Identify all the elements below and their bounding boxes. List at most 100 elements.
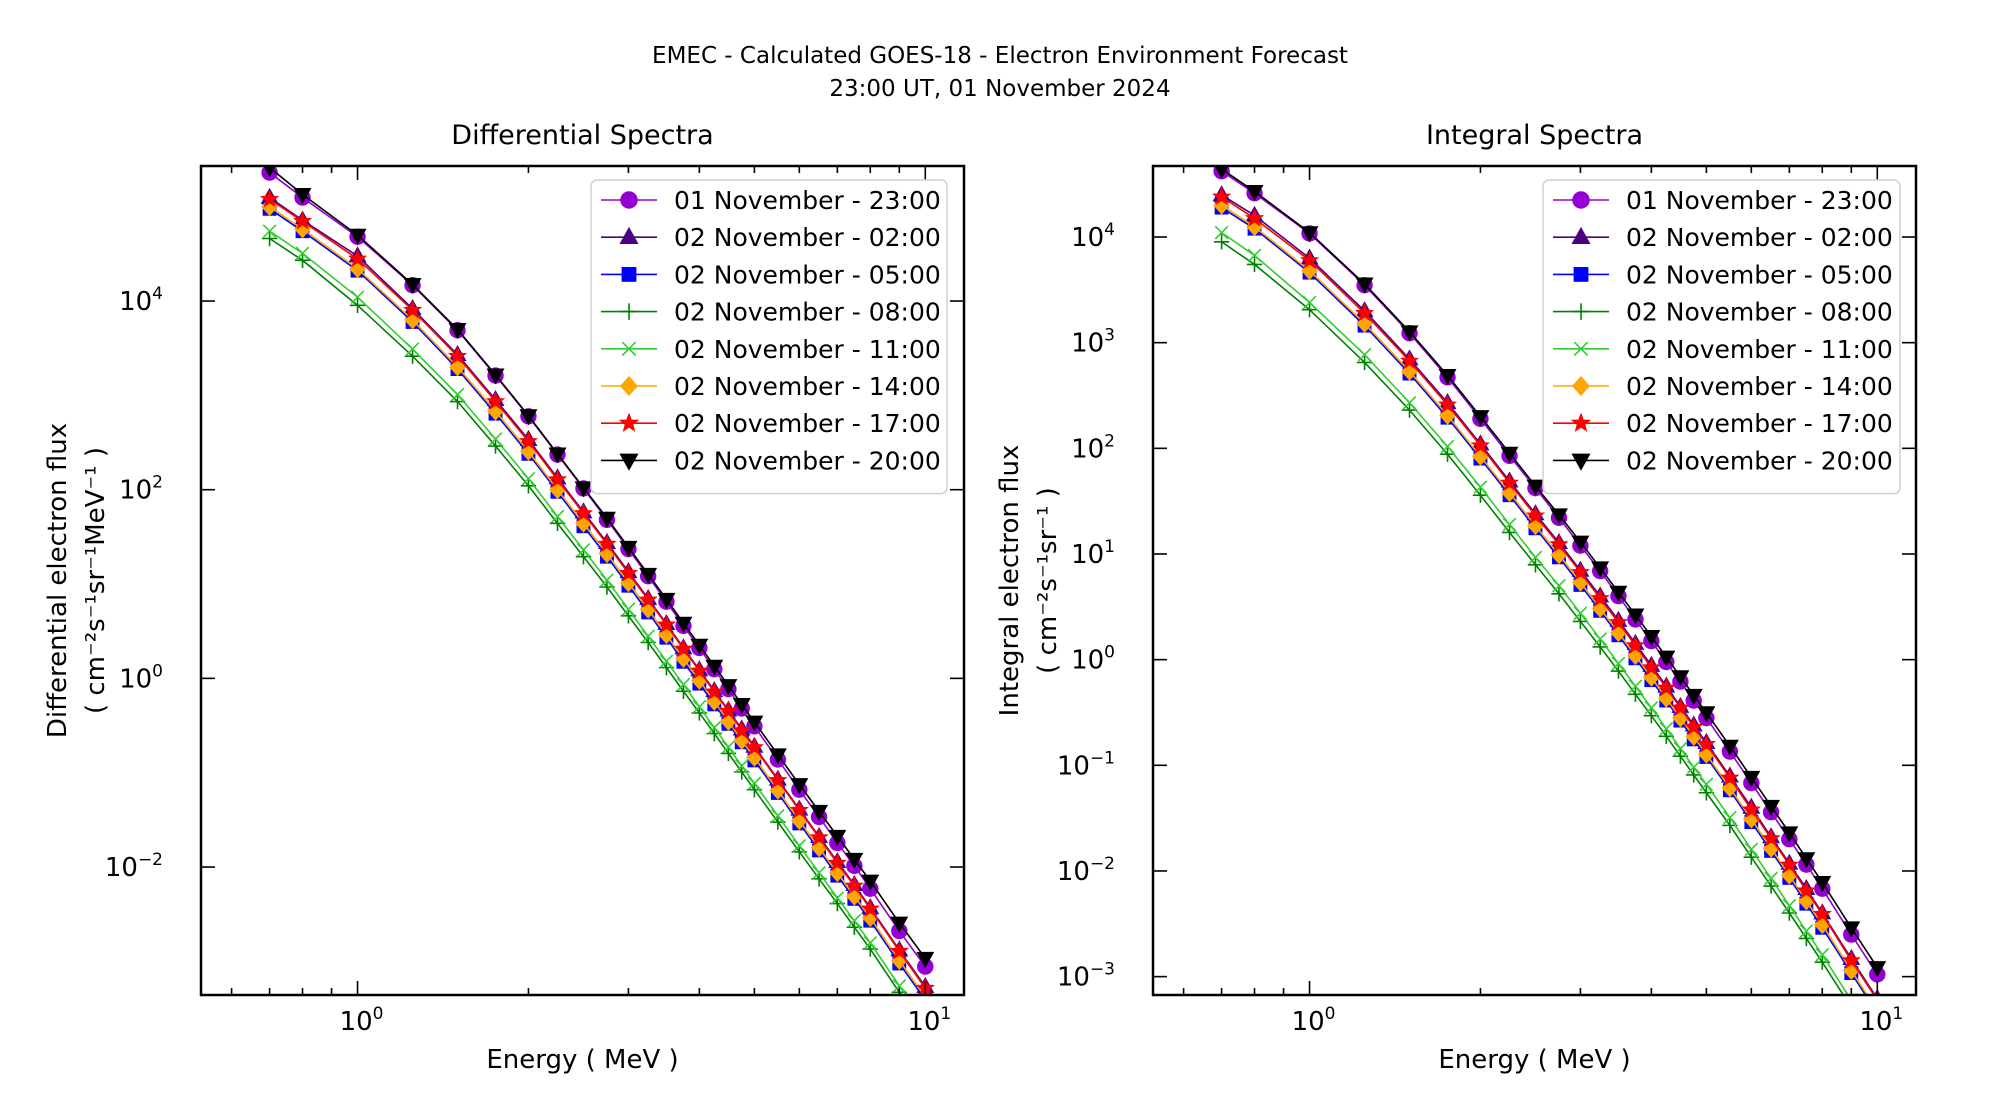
data-point (659, 654, 674, 669)
data-point (768, 748, 787, 765)
y-tick-label: 100 (1071, 643, 1115, 676)
data-point (1641, 657, 1661, 676)
data-point (1402, 395, 1417, 410)
legend-item: 02 November - 08:00 (601, 298, 941, 327)
data-point (1527, 557, 1544, 573)
data-point (1797, 852, 1816, 869)
data-point (1551, 586, 1567, 602)
y-tick-label: 100 (119, 661, 163, 694)
y-axis-units-label: ( cm⁻²s⁻¹sr⁻¹MeV⁻¹ ) (81, 447, 111, 714)
legend-item: 01 November - 23:00 (1553, 186, 1893, 215)
data-point (1642, 630, 1661, 647)
y-axis-label: Integral electron flux (995, 445, 1025, 717)
legend-label: 02 November - 17:00 (1626, 409, 1893, 438)
legend-item: 02 November - 20:00 (1553, 446, 1893, 475)
data-point (1502, 517, 1517, 532)
integral-spectra-panel: Integral Spectra 100 101 10−3 10−2 10−1 100 101… (995, 120, 1918, 1075)
legend-marker (1573, 341, 1589, 357)
data-point (1570, 562, 1591, 581)
data-point (692, 699, 707, 714)
legend-item: 02 November - 02:00 (1553, 223, 1893, 252)
data-point (1764, 871, 1778, 886)
data-point (1723, 810, 1737, 825)
y-tick-label: 10−2 (105, 850, 163, 883)
data-point (1813, 875, 1832, 893)
data-point (719, 679, 738, 696)
data-point (863, 936, 878, 950)
data-point (1628, 679, 1643, 694)
legend-item: 02 November - 20:00 (601, 446, 941, 475)
y-tick-label: 102 (1071, 431, 1115, 464)
legend-marker (1572, 375, 1590, 397)
data-point (1720, 767, 1740, 787)
plot-area (1211, 166, 1887, 995)
data-point (1868, 961, 1887, 978)
legend-label: 02 November - 05:00 (674, 260, 941, 289)
series-8 (1214, 166, 1887, 978)
data-point (521, 471, 536, 486)
legend-label: 02 November - 08:00 (674, 298, 941, 327)
series-4 (261, 230, 908, 995)
data-point (1357, 347, 1372, 362)
data-point (639, 567, 658, 584)
data-point (827, 853, 847, 872)
data-point (1659, 721, 1674, 736)
legend-marker (1572, 303, 1590, 320)
data-point (892, 978, 907, 993)
series-7 (1211, 186, 1880, 995)
differential-spectra-panel: Differential Spectra 100 101 10−2 100 102 104 E… (43, 120, 966, 1075)
legend-marker (1573, 267, 1589, 282)
data-point (1470, 435, 1491, 454)
data-point (488, 432, 503, 446)
data-point (1399, 350, 1420, 370)
data-point (1525, 505, 1546, 524)
panel-title: Integral Spectra (1426, 120, 1643, 151)
data-point (1573, 606, 1588, 621)
data-point (1214, 225, 1229, 240)
data-point (1400, 325, 1419, 342)
data-point (1684, 716, 1704, 736)
legend-label: 02 November - 20:00 (1626, 446, 1893, 475)
x-axis-ticks: 100 101 (230, 166, 951, 1037)
data-point (732, 720, 752, 739)
y-tick-label: 104 (119, 284, 163, 317)
data-point (1742, 770, 1761, 788)
data-point (573, 503, 594, 522)
data-point (1526, 479, 1545, 496)
x-tick-label: 100 (340, 1004, 384, 1037)
data-point (1741, 799, 1761, 818)
x-tick-label: 101 (907, 1004, 951, 1037)
legend-marker (619, 453, 639, 471)
data-point (1782, 898, 1797, 913)
y-axis-units-label: ( cm⁻²s⁻¹sr⁻¹ ) (1033, 487, 1063, 674)
data-point (347, 248, 368, 268)
legend-marker (619, 226, 639, 244)
data-point (1552, 578, 1566, 593)
data-point (1571, 535, 1590, 552)
data-point (656, 614, 677, 633)
data-point (1799, 924, 1814, 938)
figure-title-line2: 23:00 UT, 01 November 2024 (829, 76, 1170, 102)
data-point (1656, 677, 1676, 697)
data-point (705, 659, 724, 676)
legend-item: 02 November - 08:00 (1553, 298, 1893, 327)
legend-marker (621, 267, 637, 282)
data-point (1720, 739, 1739, 756)
legend-box (590, 179, 948, 495)
data-point (1671, 670, 1690, 687)
data-point (1501, 524, 1518, 541)
data-point (1246, 256, 1263, 273)
series-5 (1214, 225, 1859, 995)
x-axis-ticks: 100 101 (1182, 166, 1903, 1037)
data-point (810, 804, 829, 821)
data-point (1842, 921, 1861, 938)
data-point (350, 290, 365, 304)
legend-label: 02 November - 08:00 (1626, 298, 1893, 327)
data-point (1439, 446, 1456, 462)
legend-item: 02 November - 17:00 (1553, 409, 1893, 438)
data-point (621, 602, 636, 617)
data-point (1608, 612, 1629, 631)
data-point (1528, 550, 1543, 565)
legend-item: 02 November - 17:00 (601, 409, 941, 438)
data-point (1644, 700, 1659, 715)
